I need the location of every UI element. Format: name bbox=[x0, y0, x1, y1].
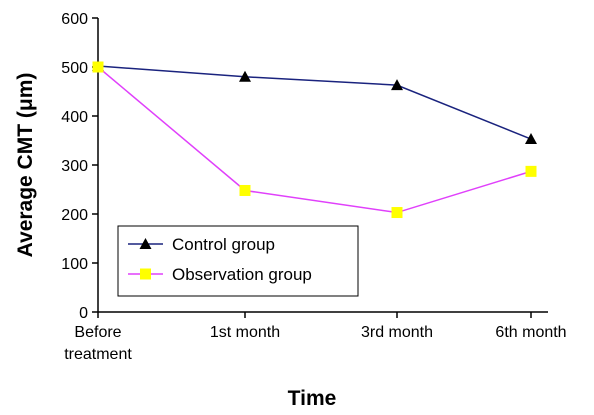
data-point-square bbox=[92, 61, 104, 73]
x-axis-title: Time bbox=[288, 387, 337, 410]
y-tick-label: 0 bbox=[79, 305, 88, 322]
legend-box bbox=[117, 225, 359, 297]
x-axis: Before treatment 1st month 3rd month 6th mon… bbox=[64, 311, 567, 363]
series-line bbox=[97, 65, 532, 140]
data-point-triangle bbox=[525, 133, 537, 145]
y-axis-title: Average CMT (μm) bbox=[14, 73, 37, 258]
y-tick-label: 400 bbox=[61, 109, 88, 126]
legend-marker-square bbox=[140, 268, 151, 280]
series-layer bbox=[92, 60, 537, 219]
x-tick-label: 1st month bbox=[210, 324, 280, 341]
y-tick-label: 200 bbox=[61, 207, 88, 224]
x-tick-label: 6th month bbox=[495, 324, 566, 341]
data-point-triangle bbox=[391, 79, 403, 91]
data-point-square bbox=[391, 207, 403, 219]
y-tick-label: 300 bbox=[61, 158, 88, 175]
data-point-square bbox=[525, 165, 537, 177]
x-tick-label: Before treatment bbox=[64, 324, 132, 363]
legend-label: Control group bbox=[172, 235, 275, 254]
data-point-square bbox=[239, 184, 251, 196]
legend: Control group Observation group bbox=[117, 225, 359, 297]
legend-label: Observation group bbox=[172, 265, 312, 284]
data-point-triangle bbox=[239, 70, 251, 82]
y-tick-label: 100 bbox=[61, 256, 88, 273]
legend-marker-triangle bbox=[139, 238, 152, 249]
y-tick-label: 600 bbox=[61, 11, 88, 28]
y-axis: 0 100 200 300 400 500 600 bbox=[61, 11, 99, 322]
series-line bbox=[97, 66, 532, 214]
x-tick-label: 3rd month bbox=[361, 324, 433, 341]
y-tick-label: 500 bbox=[61, 60, 88, 77]
